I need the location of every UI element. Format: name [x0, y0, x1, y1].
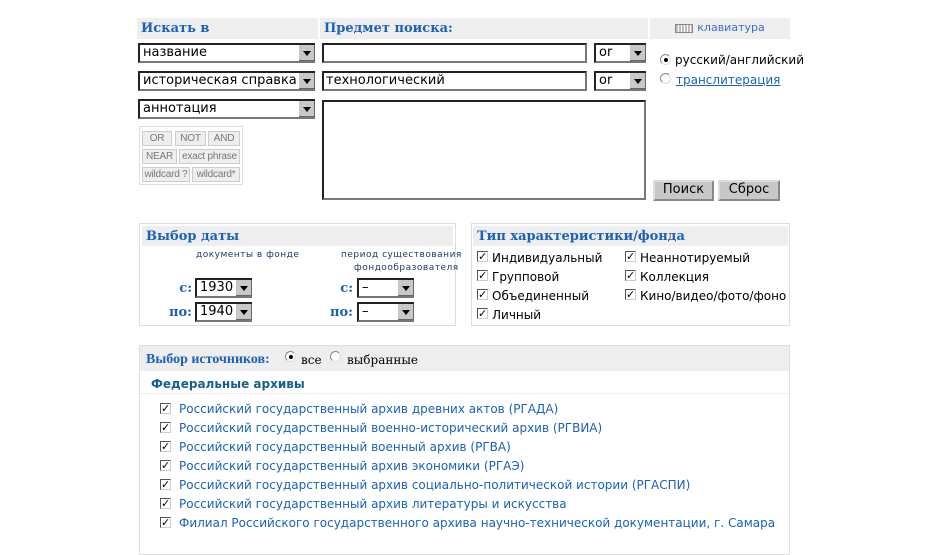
translit-link[interactable]: транслитерация	[676, 73, 781, 87]
op-not-button[interactable]: NOT	[175, 131, 206, 146]
operators-box	[139, 126, 243, 185]
period-label-1: период существования	[341, 250, 462, 260]
archive-link[interactable]: Российский государственный архив экономи…	[179, 459, 525, 473]
type-checkbox[interactable]: ✓	[477, 307, 488, 320]
field-select-value: аннотация	[143, 101, 217, 116]
lang-label-rus-eng: русский/английский	[675, 53, 805, 67]
divider	[140, 393, 789, 394]
archive-checkbox[interactable]: ✓	[160, 516, 171, 529]
doc-from-label: с:	[179, 281, 192, 296]
archive-link[interactable]: Российский государственный архив социаль…	[179, 478, 691, 492]
op-wildcard-star-button[interactable]: wildcard*	[192, 167, 240, 182]
lang-radio-rus-eng[interactable]	[660, 54, 671, 65]
date-panel-title: Выбор даты	[142, 226, 453, 246]
sources-selected-label: выбранные	[347, 353, 419, 367]
doc-to-label: по:	[169, 305, 192, 320]
sources-header	[140, 346, 789, 371]
keyboard-link[interactable]: клавиатура	[650, 18, 790, 39]
query-input-2[interactable]: технологический	[322, 71, 587, 91]
archive-checkbox[interactable]: ✓	[160, 440, 171, 453]
period-to-label: по:	[330, 305, 353, 320]
sources-all-label: все	[301, 353, 322, 367]
archive-link[interactable]: Филиал Российского государственного архи…	[179, 516, 776, 530]
period-to-select[interactable]: –	[357, 302, 414, 322]
operator-value: or	[599, 45, 613, 60]
chevron-down-icon	[397, 304, 414, 320]
type-checkbox[interactable]: ✓	[477, 250, 488, 263]
operator-select-1[interactable]: or	[594, 43, 646, 63]
sources-selected-radio[interactable]	[330, 351, 341, 362]
archive-link[interactable]: Российский государственный архив древних…	[179, 402, 559, 416]
type-checkbox[interactable]: ✓	[477, 288, 488, 301]
type-label: Неаннотируемый	[640, 251, 751, 265]
type-checkbox[interactable]: ✓	[625, 250, 636, 263]
type-label: Коллекция	[640, 270, 710, 284]
chevron-down-icon	[298, 73, 315, 89]
select-value: –	[362, 304, 369, 319]
query-input-1[interactable]	[322, 43, 587, 63]
sources-all-radio[interactable]	[285, 351, 296, 362]
chevron-down-icon	[235, 304, 252, 320]
archive-checkbox[interactable]: ✓	[160, 459, 171, 472]
select-value: –	[362, 280, 369, 295]
date-panel	[139, 223, 456, 326]
type-panel-title: Тип характеристики/фонда	[473, 226, 788, 246]
op-exact-phrase-button[interactable]: exact phrase	[179, 149, 240, 164]
lang-radio-translit[interactable]	[660, 73, 671, 84]
type-checkbox[interactable]: ✓	[477, 269, 488, 282]
type-panel	[471, 223, 790, 326]
field-select-value: название	[143, 45, 207, 60]
field-select-3[interactable]: аннотация	[138, 99, 315, 119]
chevron-down-icon	[298, 101, 315, 117]
keyboard-icon	[675, 23, 694, 33]
type-checkbox[interactable]: ✓	[625, 269, 636, 282]
chevron-down-icon	[298, 45, 315, 61]
operator-select-2[interactable]: or	[594, 71, 646, 91]
type-label: Индивидуальный	[492, 251, 603, 265]
archive-checkbox[interactable]: ✓	[160, 402, 171, 415]
chevron-down-icon	[235, 280, 252, 296]
op-wildcard-q-button[interactable]: wildcard ?	[142, 167, 190, 182]
period-from-label: с:	[340, 281, 353, 296]
archive-link[interactable]: Российский государственный военно-истори…	[179, 421, 603, 435]
period-label-2: фондообразователя	[354, 263, 459, 273]
archive-checkbox[interactable]: ✓	[160, 478, 171, 491]
search-button[interactable]: Поиск	[653, 180, 714, 201]
sources-title: Выбор источников:	[146, 352, 270, 367]
archive-link[interactable]: Российский государственный архив литерат…	[179, 497, 567, 511]
chevron-down-icon	[397, 280, 414, 296]
op-or-button[interactable]: OR	[142, 131, 172, 146]
keyboard-label: клавиатура	[697, 21, 765, 34]
doc-from-select[interactable]: 1930	[195, 278, 252, 298]
operator-value: or	[599, 73, 613, 88]
subject-header: Предмет поиска:	[320, 18, 648, 39]
archive-checkbox[interactable]: ✓	[160, 421, 171, 434]
chevron-down-icon	[629, 73, 646, 89]
archive-link[interactable]: Российский государственный военный архив…	[179, 440, 511, 454]
select-value: 1930	[200, 280, 234, 295]
federal-archives-heading: Федеральные архивы	[151, 377, 305, 391]
type-label: Объединенный	[492, 289, 589, 303]
op-and-button[interactable]: AND	[208, 131, 240, 146]
docs-in-fond-label: документы в фонде	[196, 250, 300, 260]
field-select-2[interactable]: историческая справка	[138, 71, 315, 91]
field-select-1[interactable]: название	[138, 43, 315, 63]
doc-to-select[interactable]: 1940	[195, 302, 252, 322]
period-from-select[interactable]: –	[357, 278, 414, 298]
type-checkbox[interactable]: ✓	[625, 288, 636, 301]
reset-button[interactable]: Сброс	[718, 180, 780, 201]
chevron-down-icon	[629, 45, 646, 61]
search-in-header: Искать в	[137, 18, 318, 39]
field-select-value: историческая справка	[143, 73, 297, 88]
select-value: 1940	[200, 304, 234, 319]
type-label: Кино/видео/фото/фоно	[640, 289, 787, 303]
type-label: Групповой	[492, 270, 560, 284]
op-near-button[interactable]: NEAR	[142, 149, 177, 164]
query-textarea[interactable]	[322, 100, 646, 200]
archive-checkbox[interactable]: ✓	[160, 497, 171, 510]
type-label: Личный	[492, 308, 542, 322]
